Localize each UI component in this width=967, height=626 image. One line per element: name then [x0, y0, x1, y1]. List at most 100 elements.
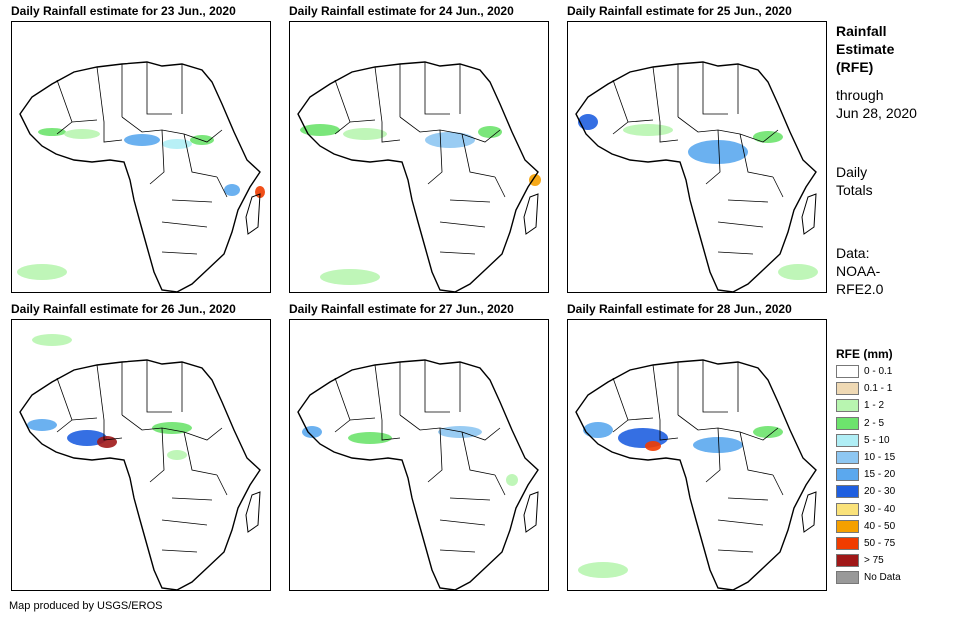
- country-border: [334, 121, 351, 135]
- country-border: [374, 364, 383, 421]
- panel-title: Daily Rainfall estimate for 24 Jun., 202…: [289, 4, 514, 18]
- country-border: [216, 176, 228, 198]
- country-border: [705, 427, 721, 483]
- title-line: Rainfall: [836, 23, 887, 39]
- country-border: [96, 364, 105, 421]
- country-border: [56, 419, 73, 433]
- madagascar: [523, 491, 539, 533]
- country-border: [381, 420, 401, 441]
- country-border: [705, 129, 721, 185]
- data-source-note: Data: NOAA- RFE2.0: [836, 244, 883, 298]
- country-border: [677, 116, 741, 135]
- rainfall-panel-28-jun: Daily Rainfall estimate for 28 Jun., 202…: [567, 301, 827, 591]
- rainfall-area: [97, 436, 117, 448]
- legend-swatch: [836, 433, 859, 447]
- rainfall-area: [32, 334, 72, 346]
- title-line: (RFE): [836, 59, 874, 75]
- legend-label: 15 - 20: [864, 469, 896, 481]
- country-border: [612, 377, 654, 421]
- country-border: [612, 79, 654, 123]
- legend-label: > 75: [864, 555, 884, 567]
- country-border: [427, 427, 443, 483]
- country-border: [717, 519, 764, 526]
- legend-item: 5 - 10: [836, 432, 956, 449]
- rainfall-area: [38, 128, 66, 136]
- coastline: [297, 359, 539, 590]
- panel-title: Daily Rainfall estimate for 25 Jun., 202…: [567, 4, 792, 18]
- country-border: [427, 129, 443, 185]
- legend-swatch: [836, 468, 859, 482]
- country-border: [702, 62, 728, 115]
- country-border: [739, 427, 779, 441]
- country-border: [727, 199, 769, 203]
- rainfall-map: [289, 319, 549, 591]
- daily-totals-note: Daily Totals: [836, 163, 873, 199]
- legend-label: 0.1 - 1: [864, 383, 893, 395]
- country-border: [146, 360, 172, 413]
- legend-item: 0 - 0.1: [836, 363, 956, 380]
- country-border: [461, 129, 501, 143]
- map-credit: Map produced by USGS/EROS: [9, 600, 163, 612]
- rainfall-area: [425, 132, 475, 148]
- country-border: [56, 377, 98, 421]
- country-border: [424, 360, 450, 413]
- legend-item: 15 - 20: [836, 466, 956, 483]
- madagascar: [245, 491, 261, 533]
- legend-swatch: [836, 485, 859, 499]
- country-border: [439, 251, 476, 255]
- country-border: [612, 419, 629, 433]
- legend-item: 20 - 30: [836, 483, 956, 500]
- rainfall-area: [162, 139, 192, 149]
- rainfall-area: [348, 432, 392, 444]
- country-border: [161, 519, 208, 526]
- rainfall-area: [17, 264, 67, 280]
- coastline: [19, 61, 261, 292]
- rainfall-area: [506, 474, 518, 486]
- through-date-value: Jun 28, 2020: [836, 105, 917, 121]
- legend-swatch: [836, 571, 859, 585]
- rainfall-area: [623, 124, 673, 136]
- legend-swatch: [836, 519, 859, 533]
- legend-swatch: [836, 399, 859, 413]
- legend-label: No Data: [864, 572, 901, 584]
- rainfall-area: [224, 184, 240, 196]
- rainfall-area: [124, 134, 160, 146]
- data-label: Data:: [836, 245, 870, 261]
- madagascar: [801, 193, 817, 235]
- country-border: [739, 133, 774, 178]
- country-border: [103, 122, 123, 143]
- legend-label: 5 - 10: [864, 434, 890, 446]
- country-border: [424, 62, 450, 115]
- africa-map: [297, 359, 539, 590]
- country-border: [149, 129, 165, 185]
- rainfall-area: [64, 129, 100, 139]
- rainfall-panel-27-jun: Daily Rainfall estimate for 27 Jun., 202…: [289, 301, 549, 591]
- country-border: [439, 519, 486, 526]
- legend-label: 10 - 15: [864, 452, 896, 464]
- country-border: [183, 133, 218, 178]
- rainfall-area: [300, 124, 340, 136]
- rainfall-area: [645, 441, 661, 451]
- country-border: [677, 414, 741, 433]
- country-border: [461, 133, 496, 178]
- legend-title: RFE (mm): [836, 347, 893, 361]
- country-border: [739, 129, 779, 143]
- rainfall-panel-26-jun: Daily Rainfall estimate for 26 Jun., 202…: [11, 301, 271, 591]
- country-border: [739, 431, 774, 476]
- legend-label: 30 - 40: [864, 503, 896, 515]
- totals-label: Totals: [836, 182, 873, 198]
- rainfall-area: [529, 174, 541, 186]
- legend-item: 30 - 40: [836, 501, 956, 518]
- map-series-title: Rainfall Estimate (RFE): [836, 22, 956, 76]
- rainfall-map: [11, 319, 271, 591]
- coastline: [575, 359, 817, 590]
- rainfall-panel-24-jun: Daily Rainfall estimate for 24 Jun., 202…: [289, 3, 549, 293]
- africa-map: [575, 61, 818, 292]
- rainfall-panel-23-jun: Daily Rainfall estimate for 23 Jun., 202…: [11, 3, 271, 293]
- country-border: [149, 427, 165, 483]
- country-border: [717, 251, 754, 255]
- rainfall-area: [320, 269, 380, 285]
- legend-swatch: [836, 554, 859, 568]
- country-border: [161, 221, 208, 228]
- country-border: [121, 414, 185, 433]
